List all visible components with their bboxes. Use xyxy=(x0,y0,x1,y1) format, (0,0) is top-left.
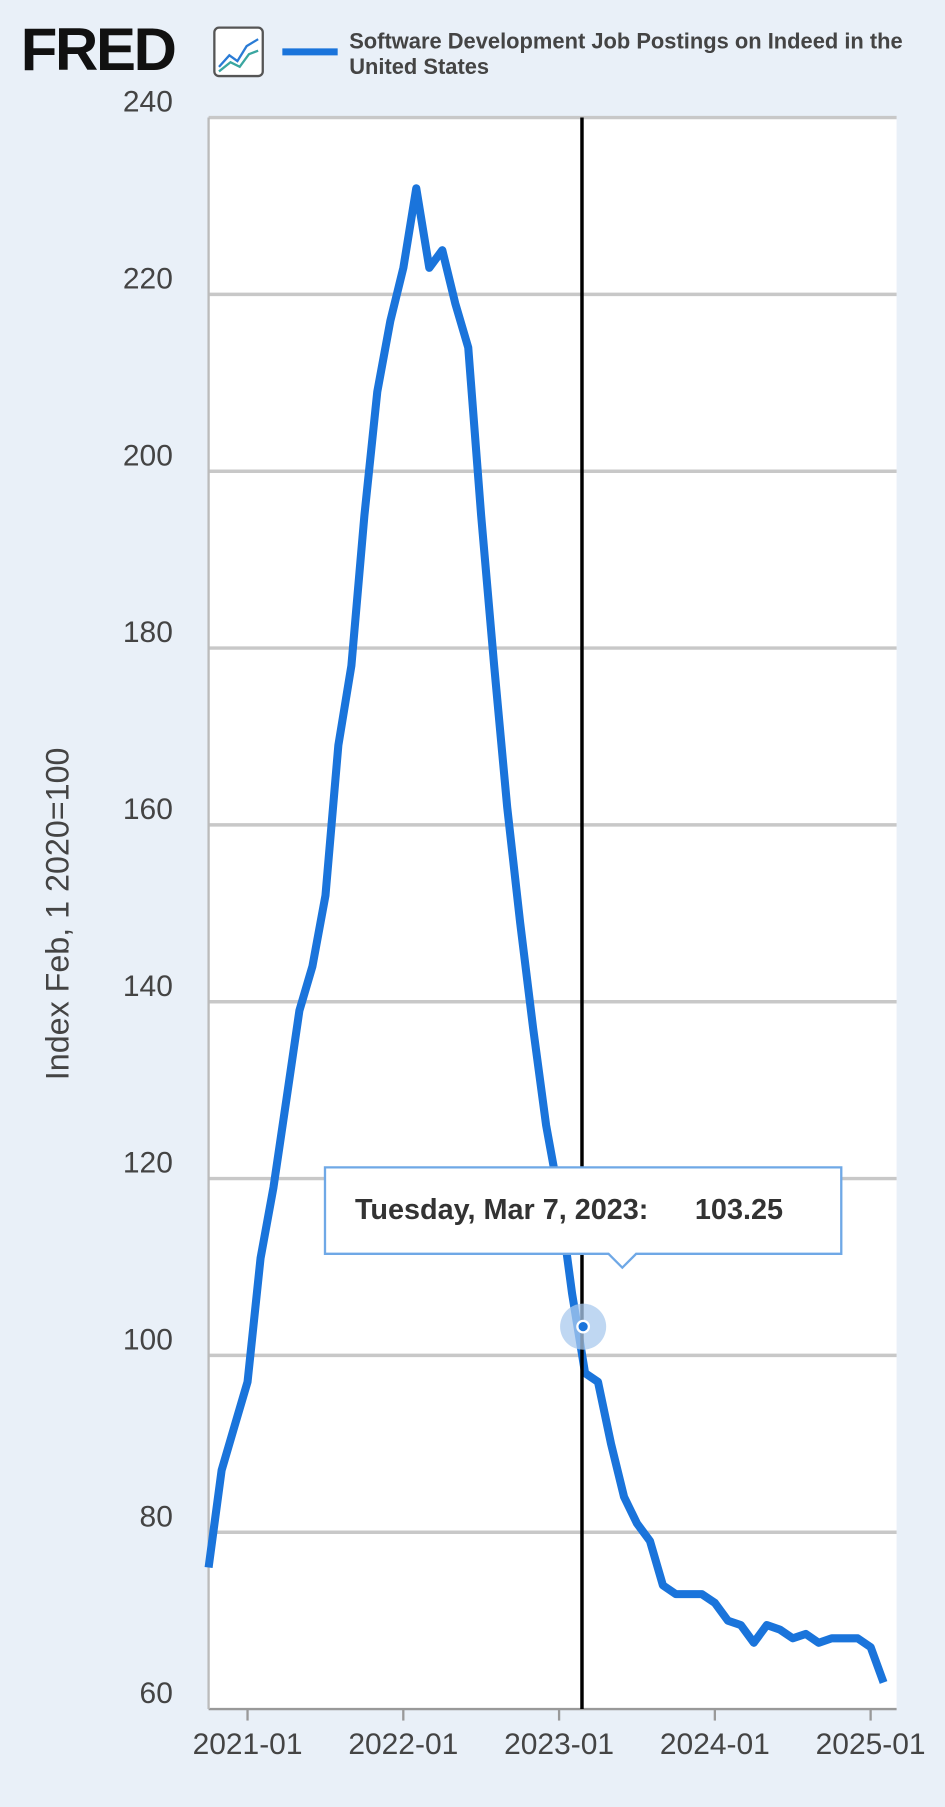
highlight-point xyxy=(576,1319,591,1334)
tooltip-value: 103.25 xyxy=(695,1194,783,1226)
series-line xyxy=(204,184,888,1684)
x-tick-label: 2025-01 xyxy=(816,1728,926,1761)
series xyxy=(204,184,888,1684)
y-axis-title: Index Feb, 1 2020=100 xyxy=(39,748,75,1081)
x-tick-label: 2022-01 xyxy=(348,1728,458,1761)
logo-icon xyxy=(213,26,264,78)
y-tick-label: 120 xyxy=(123,1147,173,1180)
tooltip: Tuesday, Mar 7, 2023: 103.25 xyxy=(323,117,843,1710)
y-tick-label: 180 xyxy=(123,616,173,649)
plot-area xyxy=(208,117,897,1710)
y-tick-label: 240 xyxy=(123,86,173,119)
y-tick-label: 80 xyxy=(140,1500,173,1533)
y-tick-label: 100 xyxy=(123,1323,173,1356)
grid: 60 80 100 120 140 160 180 200 220 240 2021-01 2022-… xyxy=(123,86,926,1761)
y-tick-label: 160 xyxy=(123,793,173,826)
tooltip-label: Tuesday, Mar 7, 2023: xyxy=(355,1194,648,1226)
legend-label: Software Development Job Postings on Ind… xyxy=(349,29,903,80)
logo: FRED xyxy=(21,16,175,83)
y-tick-label: 60 xyxy=(140,1677,173,1710)
legend: Software Development Job Postings on Ind… xyxy=(349,29,903,80)
x-tick-label: 2023-01 xyxy=(504,1728,614,1761)
x-tick-label: 2024-01 xyxy=(660,1728,770,1761)
tooltip-box xyxy=(323,1166,843,1270)
y-tick-label: 200 xyxy=(123,439,173,472)
y-tick-label: 220 xyxy=(123,262,173,295)
y-tick-label: 140 xyxy=(123,970,173,1003)
x-tick-label: 2021-01 xyxy=(193,1728,303,1761)
